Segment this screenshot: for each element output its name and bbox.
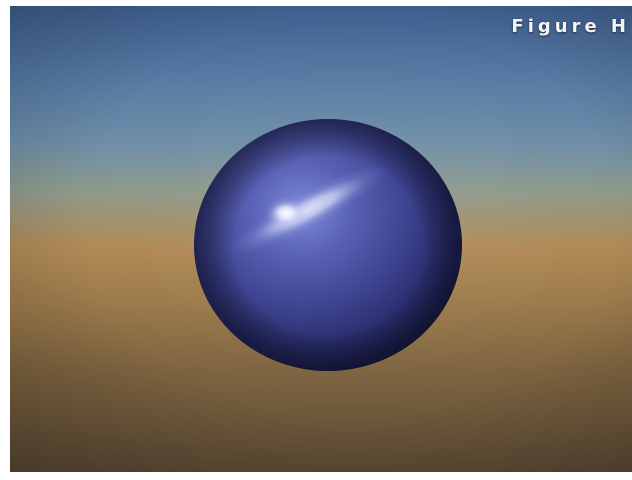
specular-band bbox=[229, 165, 387, 255]
render-viewport: Figure H bbox=[10, 6, 632, 472]
figure-caption: Figure H bbox=[511, 16, 630, 37]
specular-highlight bbox=[264, 197, 308, 229]
sphere-rim-shadow bbox=[194, 119, 462, 371]
sphere-container bbox=[193, 118, 463, 372]
sphere-icon bbox=[194, 119, 462, 371]
